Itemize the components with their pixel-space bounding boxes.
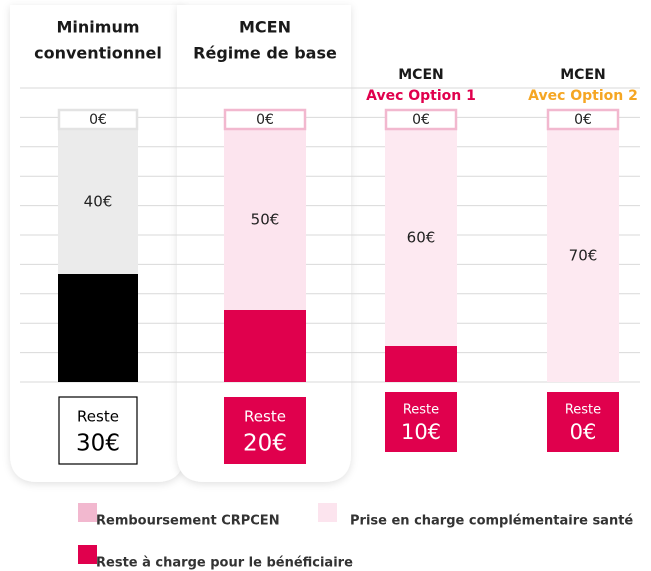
bar-segment <box>385 130 457 346</box>
reste-label: Reste <box>403 403 439 418</box>
value-label: 50€ <box>251 211 280 229</box>
legend-swatch <box>78 545 97 564</box>
bar-segment <box>58 274 138 382</box>
zero-box <box>384 108 458 131</box>
bar-segment <box>58 130 138 274</box>
category-label: MCEN <box>398 67 444 83</box>
reste-value: 20€ <box>243 431 287 457</box>
legend-label: Reste à charge pour le bénéficiaire <box>96 556 353 571</box>
bar-segment <box>224 310 306 382</box>
value-label: 0€ <box>89 112 107 128</box>
category-label: Régime de base <box>193 44 337 63</box>
reste-label: Reste <box>77 408 119 426</box>
value-label: 0€ <box>574 112 592 128</box>
value-label: 0€ <box>256 112 274 128</box>
category-label: Minimum <box>56 18 139 37</box>
reste-box <box>547 392 619 452</box>
zero-box <box>223 108 307 131</box>
value-label: 0€ <box>412 112 430 128</box>
zero-box <box>57 108 139 131</box>
reste-label: Reste <box>565 403 601 418</box>
legend-label: Prise en charge complémentaire santé <box>350 514 633 529</box>
legend: Remboursement CRPCEN Prise en charge comp… <box>78 503 633 571</box>
reste-label: Reste <box>244 408 286 426</box>
zero-box <box>546 108 620 131</box>
category-label: conventionnel <box>34 44 162 63</box>
category-label: MCEN <box>560 67 606 83</box>
reste-box <box>224 397 306 464</box>
category-label: Avec Option 1 <box>366 88 476 104</box>
reste-box <box>385 392 457 452</box>
legend-swatch <box>78 503 97 522</box>
legend-swatch <box>318 503 337 522</box>
reste-value: 10€ <box>401 420 441 444</box>
reste-value: 30€ <box>76 431 120 457</box>
value-label: 40€ <box>84 193 113 211</box>
bar-segment <box>224 130 306 310</box>
value-label: 70€ <box>569 247 598 265</box>
reste-box <box>58 396 138 465</box>
reste-value: 0€ <box>570 420 597 444</box>
bar-segment <box>547 130 619 382</box>
value-label: 60€ <box>407 229 436 247</box>
category-label: MCEN <box>239 18 291 37</box>
plot: Minimum conventionnel 40€ 0€ Reste 30€ MCEN Rég… <box>34 18 638 465</box>
category-label: Avec Option 2 <box>528 88 638 104</box>
legend-label: Remboursement CRPCEN <box>96 514 280 529</box>
bar-segment <box>385 346 457 382</box>
